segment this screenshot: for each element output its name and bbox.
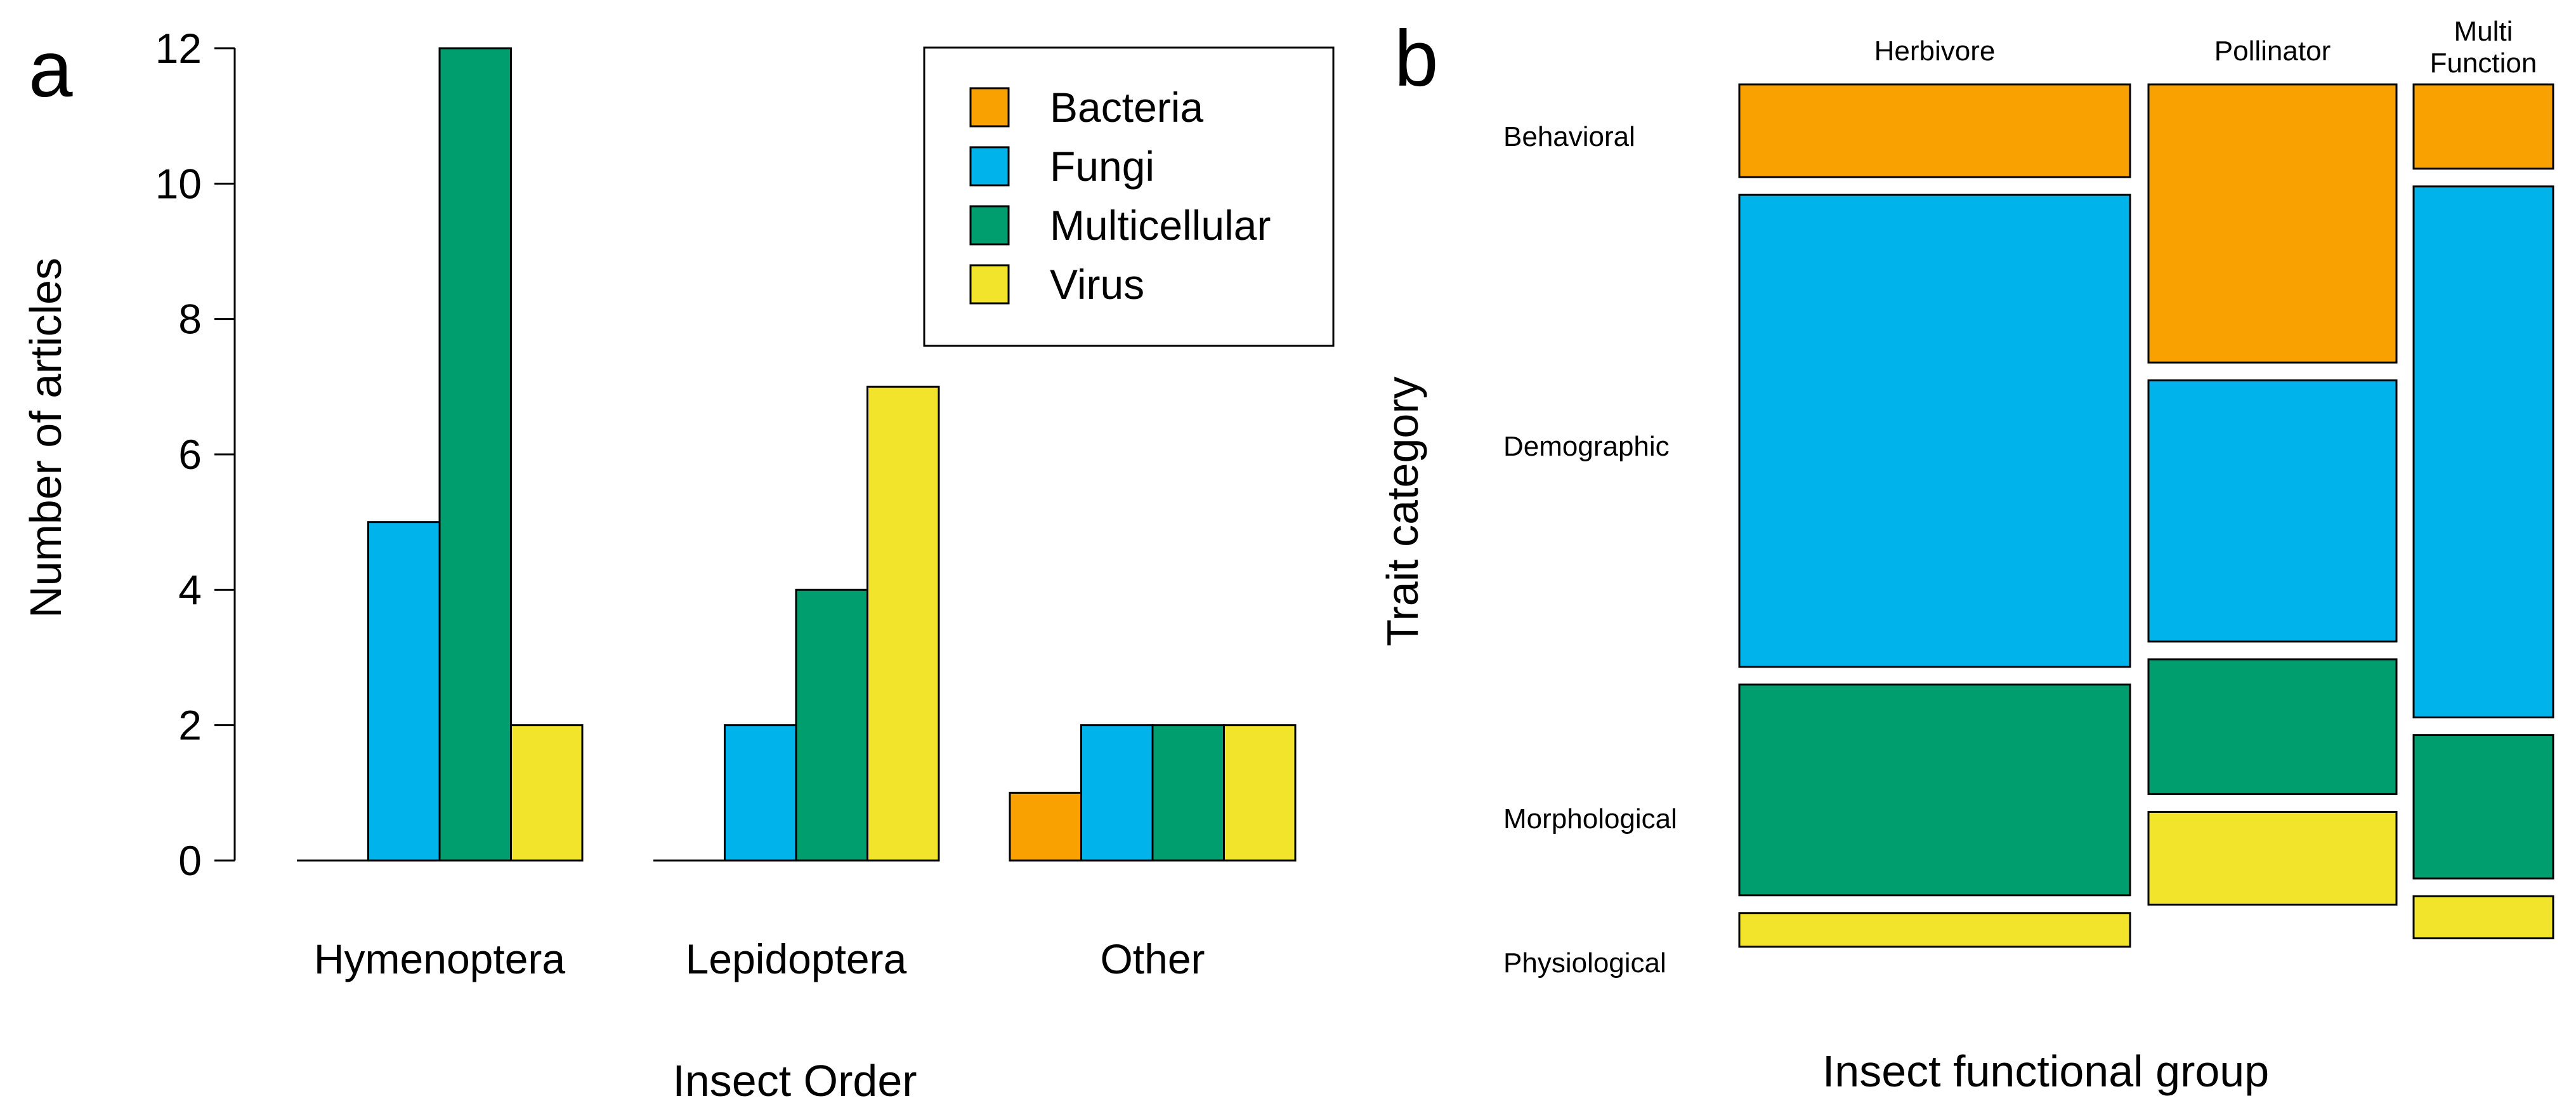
bar <box>866 385 940 862</box>
bar <box>724 724 797 862</box>
bar <box>510 724 584 862</box>
mosaic-tile <box>1738 912 2131 948</box>
mosaic-tiles <box>1738 83 2554 948</box>
column-label: Multi <box>2454 16 2513 47</box>
bar <box>1223 724 1297 862</box>
legend-swatch <box>969 87 1010 128</box>
y-tick-label: 10 <box>155 160 202 207</box>
x-axis-title: Insect functional group <box>1822 1046 2269 1096</box>
mosaic-tile <box>2147 83 2398 364</box>
y-tick-label: 8 <box>178 296 202 343</box>
mosaic-tile <box>2412 83 2554 170</box>
bar <box>1009 791 1082 862</box>
legend: Bacteria Fungi Multicellular Virus <box>923 46 1335 347</box>
x-category-label: Other <box>1100 935 1205 982</box>
y-tick-label: 4 <box>178 566 202 613</box>
legend-swatch <box>969 146 1010 187</box>
panel-b-label: b <box>1394 15 1439 103</box>
y-tick-label: 6 <box>178 431 202 478</box>
mosaic-tile <box>2147 810 2398 906</box>
column-label: Herbivore <box>1874 36 1996 67</box>
legend-swatch <box>969 264 1010 305</box>
bar <box>1080 724 1154 862</box>
mosaic-tile <box>1738 83 2131 178</box>
legend-label: Virus <box>1050 261 1144 308</box>
panel-a-label: a <box>29 25 73 114</box>
legend-label: Fungi <box>1050 143 1154 190</box>
y-tick-label: 0 <box>178 837 202 884</box>
mosaic-tile <box>2412 734 2554 880</box>
y-tick-label: 2 <box>178 702 202 749</box>
bar <box>438 47 512 862</box>
legend-swatch <box>969 205 1010 246</box>
row-labels: Behavioral Demographic Morphological Physio… <box>1503 121 1677 979</box>
bar <box>795 588 868 862</box>
mosaic-tile <box>2147 379 2398 643</box>
y-axis: 0 2 4 6 8 10 12 <box>155 25 236 884</box>
mosaic-tile <box>2147 658 2398 795</box>
row-label: Physiological <box>1503 947 1666 979</box>
mosaic-tile <box>1738 194 2131 668</box>
y-axis-title: Number of articles <box>21 258 70 618</box>
y-axis-title: Trait category <box>1378 376 1427 646</box>
column-label: Pollinator <box>2214 36 2331 67</box>
x-category-labels: Hymenoptera Lepidoptera Other <box>314 935 1205 982</box>
y-tick-label: 12 <box>155 25 202 72</box>
bar <box>1151 724 1225 862</box>
x-category-label: Hymenoptera <box>314 935 565 982</box>
x-category-label: Lepidoptera <box>686 935 907 982</box>
row-label: Behavioral <box>1503 121 1635 152</box>
mosaic-tile <box>1738 683 2131 897</box>
legend-label: Multicellular <box>1050 202 1271 249</box>
row-label: Demographic <box>1503 431 1670 462</box>
x-axis-title: Insect Order <box>672 1056 917 1105</box>
mosaic-tile <box>2412 895 2554 940</box>
bars <box>297 47 1297 862</box>
bar <box>367 521 441 862</box>
row-label: Morphological <box>1503 803 1677 835</box>
mosaic-tile <box>2412 185 2554 718</box>
legend-label: Bacteria <box>1050 84 1203 131</box>
column-label: Function <box>2430 48 2537 79</box>
